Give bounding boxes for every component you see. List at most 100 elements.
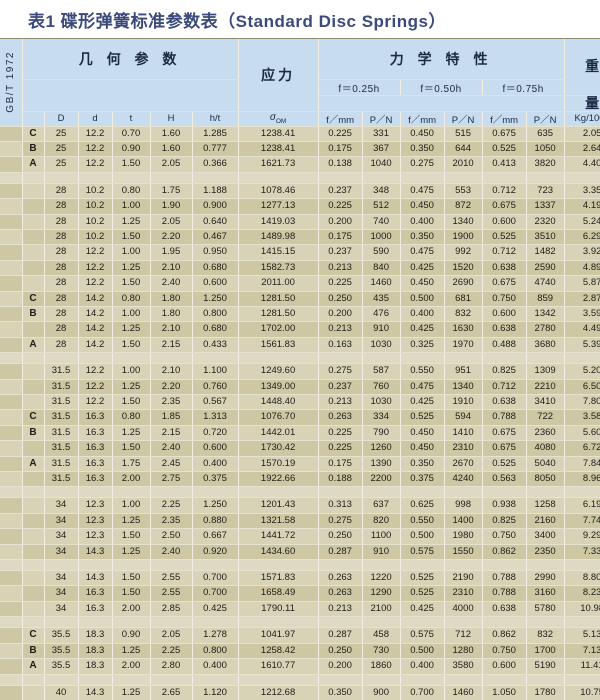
cell-defl-025: 0.225 bbox=[318, 275, 363, 292]
cell-inner-dia: 14.2 bbox=[78, 321, 113, 338]
cell-class: A bbox=[22, 658, 45, 675]
cell-stress: 1582.73 bbox=[238, 260, 319, 277]
cell-load-025: 1460 bbox=[362, 275, 401, 292]
row-gutter bbox=[0, 585, 23, 602]
cell-free-height: 1.85 bbox=[150, 409, 193, 426]
separator-cell bbox=[238, 352, 319, 365]
separator-cell bbox=[526, 559, 565, 572]
cell-defl-075: 0.525 bbox=[482, 229, 527, 246]
cell-load-075: 3680 bbox=[526, 337, 565, 354]
cell-load-075: 2780 bbox=[526, 321, 565, 338]
row-gutter bbox=[0, 244, 23, 261]
cell-outer-dia: 34 bbox=[44, 570, 79, 587]
row-gutter bbox=[0, 456, 23, 473]
cell-load-025: 1290 bbox=[362, 585, 401, 602]
cell-defl-025: 0.175 bbox=[318, 456, 363, 473]
cell-load-075: 3410 bbox=[526, 394, 565, 411]
cell-free-height: 2.25 bbox=[150, 643, 193, 660]
cell-free-height: 1.80 bbox=[150, 306, 193, 323]
cell-inner-dia: 16.3 bbox=[78, 585, 113, 602]
cell-thickness: 1.25 bbox=[112, 425, 151, 442]
cell-defl-025: 0.250 bbox=[318, 643, 363, 660]
cell-thickness: 1.25 bbox=[112, 214, 151, 230]
cell-h-over-t: 1.278 bbox=[192, 627, 239, 644]
cell-thickness: 1.00 bbox=[112, 198, 151, 215]
cell-weight: 3.92 bbox=[564, 244, 600, 261]
cell-h-over-t: 0.720 bbox=[192, 425, 239, 442]
table-row: B 28 14.2 1.00 1.80 0.800 1281.50 0.200 476 0.400… bbox=[0, 306, 600, 323]
cell-load-050: 872 bbox=[444, 198, 483, 215]
group-separator bbox=[0, 559, 600, 572]
cell-weight: 4.49 bbox=[564, 321, 600, 338]
table-row: 34 12.3 1.25 2.35 0.880 1321.58 0.275 820 0.550 1… bbox=[0, 513, 600, 530]
cell-load-050: 1460 bbox=[444, 685, 483, 700]
row-gutter bbox=[0, 156, 23, 173]
cell-defl-050: 0.575 bbox=[400, 544, 445, 561]
cell-free-height: 1.95 bbox=[150, 244, 193, 261]
cell-defl-025: 0.188 bbox=[318, 471, 363, 488]
cell-defl-050: 0.525 bbox=[400, 570, 445, 587]
cell-load-050: 1900 bbox=[444, 229, 483, 246]
cell-h-over-t: 0.600 bbox=[192, 440, 239, 457]
row-gutter bbox=[0, 291, 23, 307]
table-row: 31.5 16.3 1.50 2.40 0.600 1730.42 0.225 1260 0.4… bbox=[0, 440, 600, 457]
cell-weight: 5.24 bbox=[564, 214, 600, 230]
sigma-subscript: OM bbox=[275, 117, 287, 125]
cell-load-050: 2310 bbox=[444, 440, 483, 457]
cell-weight: 8.96 bbox=[564, 471, 600, 488]
separator-cell bbox=[362, 486, 401, 499]
cell-class bbox=[22, 244, 45, 261]
header-col-d: d bbox=[78, 111, 113, 127]
cell-weight: 2.05 bbox=[564, 126, 600, 142]
header-stress-group: 应力 bbox=[238, 39, 319, 112]
cell-weight: 8.80 bbox=[564, 570, 600, 587]
cell-load-050: 1910 bbox=[444, 394, 483, 411]
cell-weight: 7.33 bbox=[564, 544, 600, 561]
cell-load-025: 458 bbox=[362, 627, 401, 644]
table-row: 34 12.3 1.00 2.25 1.250 1201.43 0.313 637 0.625 9… bbox=[0, 497, 600, 514]
separator-cell bbox=[564, 172, 600, 184]
cell-load-050: 951 bbox=[444, 363, 483, 380]
separator-cell bbox=[362, 352, 401, 365]
group-separator bbox=[0, 172, 600, 184]
cell-inner-dia: 12.2 bbox=[78, 126, 113, 142]
header-deflection-025h: f＝0.25h bbox=[318, 79, 401, 96]
cell-free-height: 1.60 bbox=[150, 126, 193, 142]
cell-load-025: 1030 bbox=[362, 394, 401, 411]
cell-weight: 3.59 bbox=[564, 306, 600, 323]
cell-h-over-t: 0.375 bbox=[192, 471, 239, 488]
cell-stress: 1570.19 bbox=[238, 456, 319, 473]
cell-thickness: 1.50 bbox=[112, 528, 151, 545]
separator-cell bbox=[564, 674, 600, 686]
cell-free-height: 2.35 bbox=[150, 394, 193, 411]
cell-h-over-t: 0.600 bbox=[192, 275, 239, 292]
row-gutter bbox=[0, 685, 23, 700]
cell-stress: 1281.50 bbox=[238, 291, 319, 307]
cell-load-075: 2160 bbox=[526, 513, 565, 530]
cell-stress: 1419.03 bbox=[238, 214, 319, 230]
table-row: 34 12.3 1.50 2.50 0.667 1441.72 0.250 1100 0.500… bbox=[0, 528, 600, 545]
header-col-f-050: f／mm bbox=[400, 111, 445, 127]
cell-free-height: 2.40 bbox=[150, 544, 193, 561]
cell-defl-025: 0.275 bbox=[318, 513, 363, 530]
cell-outer-dia: 35.5 bbox=[44, 658, 79, 675]
cell-stress: 1415.15 bbox=[238, 244, 319, 261]
cell-defl-075: 0.600 bbox=[482, 306, 527, 323]
cell-free-height: 2.40 bbox=[150, 440, 193, 457]
cell-h-over-t: 0.467 bbox=[192, 229, 239, 246]
disc-spring-table: GB/T 1972 几 何 参 数 应力 力 学 特 性 重 f＝0.25h f… bbox=[0, 39, 600, 700]
cell-free-height: 2.40 bbox=[150, 275, 193, 292]
cell-class bbox=[22, 198, 45, 215]
cell-stress: 1281.50 bbox=[238, 306, 319, 323]
row-gutter bbox=[0, 643, 23, 660]
cell-defl-025: 0.350 bbox=[318, 685, 363, 700]
separator-cell bbox=[22, 616, 45, 629]
cell-class: A bbox=[22, 337, 45, 354]
cell-load-050: 2190 bbox=[444, 570, 483, 587]
cell-inner-dia: 12.3 bbox=[78, 497, 113, 514]
cell-class: C bbox=[22, 126, 45, 142]
cell-defl-025: 0.175 bbox=[318, 229, 363, 246]
cell-defl-025: 0.163 bbox=[318, 337, 363, 354]
cell-thickness: 1.00 bbox=[112, 363, 151, 380]
